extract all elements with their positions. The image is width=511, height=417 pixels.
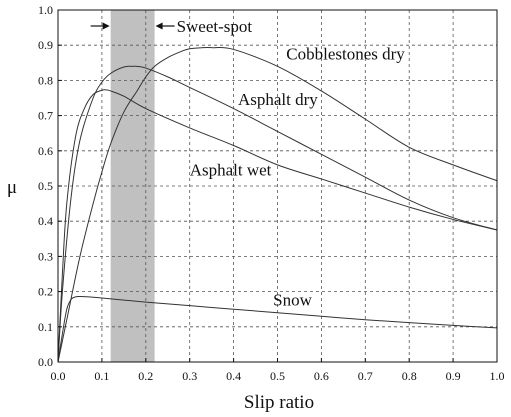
series-line-asphalt-wet — [57, 89, 498, 363]
series-label-asphalt-wet: Asphalt wet — [190, 160, 272, 179]
y-tick-label: 0.4 — [38, 214, 53, 228]
y-tick-label: 1.0 — [38, 3, 53, 17]
y-axis-title: μ — [7, 177, 17, 198]
x-tick-label: 0.5 — [270, 369, 285, 383]
y-tick-label: 0.8 — [38, 73, 53, 87]
grid — [58, 10, 497, 362]
x-tick-label: 0.8 — [402, 369, 417, 383]
x-tick-label: 0.0 — [51, 369, 66, 383]
series-line-asphalt-dry — [57, 65, 498, 363]
x-axis-title: Slip ratio — [244, 392, 314, 413]
x-tick-label: 0.3 — [182, 369, 197, 383]
series-labels: Cobblestones dry Asphalt dry Asphalt wet Sn… — [190, 44, 406, 309]
arrow-left-head-icon — [102, 22, 110, 30]
series-line-cobblestones-dry — [57, 46, 498, 363]
y-tick-label: 0.7 — [38, 109, 53, 123]
x-tick-label: 0.7 — [358, 369, 373, 383]
x-tick-label: 1.0 — [490, 369, 505, 383]
y-tick-label: 0.1 — [38, 320, 53, 334]
x-tick-label: 0.6 — [314, 369, 329, 383]
y-tick-label: 0.3 — [38, 249, 53, 263]
series-line-snow — [57, 296, 498, 363]
sweet-spot-annotation: Sweet-spot — [90, 17, 253, 36]
y-tick-label: 0.6 — [38, 144, 53, 158]
series-label-cobblestones-dry: Cobblestones dry — [286, 44, 405, 63]
ticks: 0.0 0.1 0.2 0.3 0.4 0.5 0.6 0.7 0.8 0.9 1.0 0.0 0.1 0… — [38, 3, 505, 383]
curves — [57, 46, 498, 363]
x-tick-label: 0.2 — [138, 369, 153, 383]
x-tick-label: 0.1 — [94, 369, 109, 383]
x-tick-label: 0.4 — [226, 369, 241, 383]
y-tick-label: 0.5 — [38, 179, 53, 193]
arrow-right-head-icon — [155, 22, 163, 30]
y-tick-label: 0.2 — [38, 285, 53, 299]
series-label-asphalt-dry: Asphalt dry — [238, 90, 318, 109]
sweet-spot-label: Sweet-spot — [177, 17, 253, 36]
y-tick-label: 0.9 — [38, 38, 53, 52]
y-tick-label: 0.0 — [38, 355, 53, 369]
x-tick-label: 0.9 — [446, 369, 461, 383]
series-label-snow: Snow — [273, 291, 312, 310]
